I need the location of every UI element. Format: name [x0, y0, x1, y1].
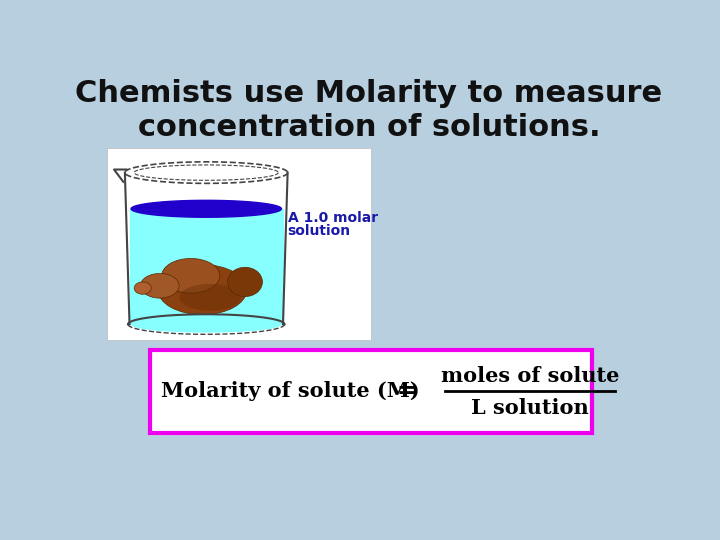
Ellipse shape [134, 282, 151, 294]
Ellipse shape [228, 267, 262, 296]
FancyBboxPatch shape [107, 148, 371, 340]
Polygon shape [130, 209, 283, 325]
Polygon shape [131, 200, 282, 217]
Text: =: = [396, 379, 416, 403]
Text: moles of solute: moles of solute [441, 366, 619, 386]
Ellipse shape [140, 273, 179, 298]
Polygon shape [132, 316, 281, 332]
Text: A 1.0 molar: A 1.0 molar [287, 211, 378, 225]
Text: solution: solution [287, 224, 351, 238]
Text: concentration of solutions.: concentration of solutions. [138, 112, 600, 141]
Text: Chemists use Molarity to measure: Chemists use Molarity to measure [76, 79, 662, 107]
Ellipse shape [162, 259, 220, 293]
Ellipse shape [158, 265, 247, 315]
FancyBboxPatch shape [150, 350, 593, 433]
Text: Molarity of solute (M): Molarity of solute (M) [161, 381, 420, 401]
Text: L solution: L solution [472, 398, 589, 418]
Ellipse shape [179, 284, 241, 311]
